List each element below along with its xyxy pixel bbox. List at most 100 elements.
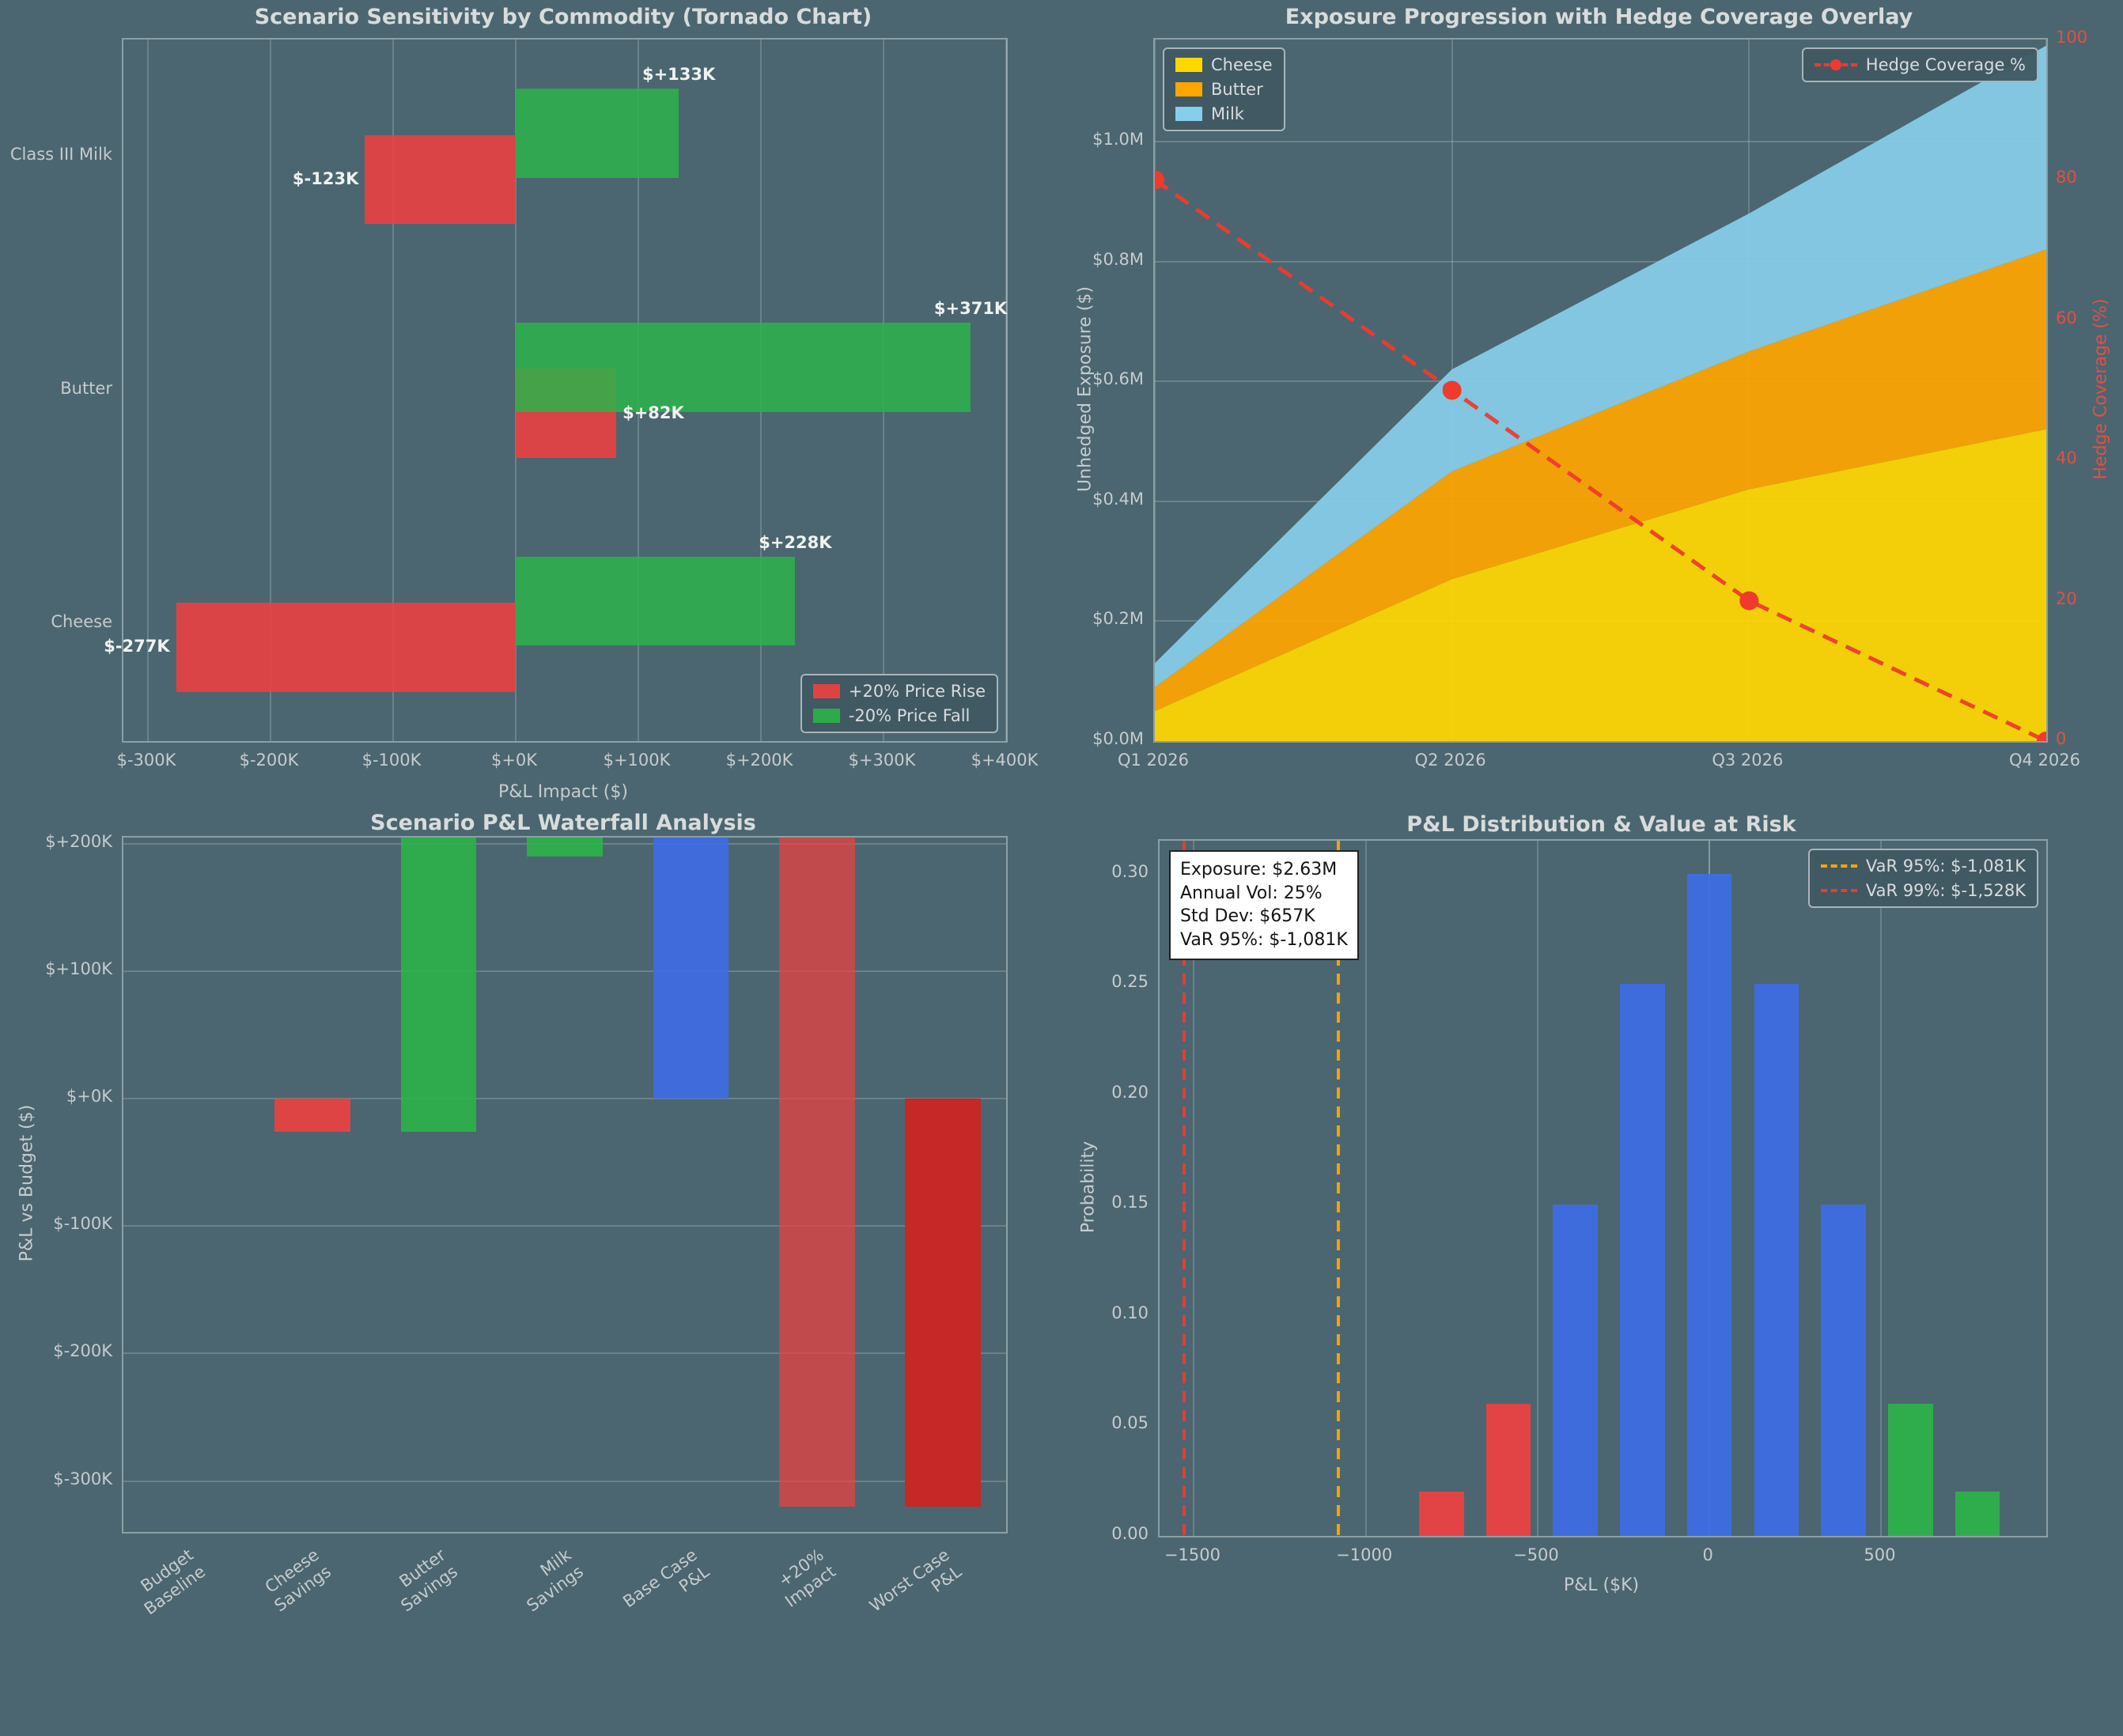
- y-tick-label: $+100K: [45, 959, 112, 979]
- bar-value-label: $+228K: [759, 532, 832, 552]
- plot-area: [122, 836, 1008, 1534]
- info-line: Std Dev: $657K: [1180, 906, 1315, 927]
- legend-swatch: [812, 709, 840, 723]
- y-tick-label: $0.4M: [1092, 489, 1144, 509]
- tornado-legend: +20% Price Rise -20% Price Fall: [800, 674, 998, 733]
- risk-metrics-box: Exposure: $2.63M Annual Vol: 25% Std Dev: …: [1169, 850, 1359, 960]
- gridline: [1880, 841, 1883, 1536]
- bar-value-label: $+133K: [641, 65, 716, 85]
- legend-swatch: [1175, 82, 1202, 96]
- var-chart-title: P&L Distribution & Value at Risk: [1406, 812, 1796, 837]
- y-axis-label: Unhedged Exposure ($): [1075, 286, 1096, 492]
- legend-item: Butter: [1175, 80, 1273, 99]
- tornado-bar-price-fall: [516, 322, 971, 412]
- right-tick-label: 40: [2056, 448, 2077, 468]
- legend-label: +20% Price Rise: [848, 682, 986, 701]
- legend-swatch: [1175, 58, 1202, 72]
- histogram-bar: [1955, 1492, 2000, 1536]
- legend-label: Butter: [1211, 80, 1263, 99]
- histogram-bar: [1888, 1403, 1933, 1536]
- histogram-bar: [1485, 1403, 1531, 1536]
- waterfall-bar: [274, 1099, 350, 1133]
- legend-label: VaR 95%: $-1,081K: [1865, 857, 2026, 876]
- bar-value-label: $+371K: [933, 298, 1008, 318]
- right-tick-label: 80: [2056, 168, 2077, 187]
- x-category-label: +20% Impact: [598, 1545, 840, 1736]
- histogram-bar: [1821, 1205, 1866, 1536]
- y-tick-label: $0.2M: [1092, 609, 1144, 629]
- panel-var-chart: P&L Distribution & Value at Risk Exposur…: [1062, 812, 2123, 1646]
- info-line: Exposure: $2.63M: [1180, 860, 1338, 879]
- bar-value-label: $-123K: [292, 169, 359, 189]
- waterfall-bar: [779, 838, 855, 1507]
- y-tick-label: $-300K: [53, 1469, 112, 1488]
- gridline: [1364, 841, 1367, 1536]
- y-tick-label: $1.0M: [1092, 129, 1144, 149]
- x-category-label: Butter Savings: [219, 1545, 461, 1736]
- tornado-bar-price-fall: [516, 556, 796, 646]
- marker-dot: [1830, 59, 1841, 70]
- gridline: [123, 1352, 1006, 1355]
- x-category-label: Worst Case P&L: [724, 1545, 966, 1736]
- x-tick-label: $-300K: [116, 751, 176, 770]
- var-legend: VaR 95%: $-1,081K VaR 99%: $-1,528K: [1807, 849, 2038, 908]
- legend-label: -20% Price Fall: [848, 706, 971, 725]
- x-tick-label: 500: [1864, 1545, 1896, 1564]
- right-tick-label: 60: [2056, 308, 2077, 327]
- gridline: [123, 1098, 1006, 1100]
- legend-item: Cheese: [1175, 55, 1273, 74]
- legend-item: -20% Price Fall: [812, 706, 986, 725]
- x-tick-label: −1000: [1336, 1545, 1393, 1564]
- x-tick-label: Q3 2026: [1712, 751, 1784, 770]
- y-axis-label: Probability: [1078, 1140, 1099, 1233]
- exposure-chart-title: Exposure Progression with Hedge Coverage…: [1285, 5, 1913, 29]
- legend-label: Hedge Coverage %: [1865, 55, 2026, 74]
- x-tick-label: Q2 2026: [1414, 751, 1486, 770]
- x-category-label: Milk Savings: [346, 1545, 588, 1736]
- gridline: [147, 40, 149, 741]
- hedge-legend: Hedge Coverage %: [1801, 47, 2038, 82]
- legend-item: VaR 95%: $-1,081K: [1820, 857, 2026, 876]
- tornado-bar-price-rise: [176, 603, 516, 692]
- x-tick-label: 0: [1702, 1545, 1713, 1564]
- histogram-bar: [1620, 984, 1665, 1536]
- risk-dashboard-figure: Scenario Sensitivity by Commodity (Torna…: [0, 0, 2123, 1646]
- x-tick-label: Q1 2026: [1117, 751, 1190, 770]
- x-tick-label: $+400K: [971, 751, 1039, 770]
- waterfall-chart-title: Scenario P&L Waterfall Analysis: [370, 811, 756, 835]
- gridline: [270, 40, 271, 741]
- y-tick-label: 0.10: [1111, 1303, 1149, 1322]
- bar-value-label: $-277K: [104, 637, 170, 656]
- legend-item: VaR 99%: $-1,528K: [1820, 881, 2026, 900]
- x-category-label: Cheese Savings: [93, 1545, 335, 1736]
- right-tick-label: 20: [2056, 588, 2077, 608]
- right-y-axis-label: Hedge Coverage (%): [2091, 297, 2111, 480]
- info-line: VaR 95%: $-1,081K: [1180, 930, 1348, 951]
- legend-swatch: [1175, 107, 1202, 121]
- x-tick-label: $+300K: [848, 751, 916, 770]
- x-tick-label: $-200K: [239, 751, 299, 770]
- tornado-bar-price-rise: [365, 134, 516, 225]
- x-axis-label: P&L ($K): [1563, 1575, 1640, 1595]
- x-tick-label: $+200K: [725, 751, 793, 770]
- gridline: [1155, 40, 1156, 741]
- x-axis-label: P&L Impact ($): [498, 782, 628, 802]
- legend-swatch: [812, 684, 840, 698]
- y-axis-label: P&L vs Budget ($): [17, 1104, 37, 1262]
- waterfall-bar: [905, 1099, 982, 1507]
- panel-exposure-chart: Exposure Progression with Hedge Coverage…: [1062, 0, 2123, 823]
- y-tick-label: $+0K: [66, 1087, 112, 1106]
- waterfall-bar: [400, 838, 477, 1133]
- waterfall-bar: [527, 838, 603, 857]
- y-tick-label: 0.05: [1111, 1413, 1149, 1433]
- y-tick-label: 0.30: [1111, 861, 1149, 881]
- plot-area: $+133K $-123K $+371K $+82K $+228K $-277K +20% …: [104, 38, 1008, 743]
- panel-tornado-chart: Scenario Sensitivity by Commodity (Torna…: [0, 0, 1062, 823]
- plot-area: Cheese Butter Milk Hedge Coverage %: [1153, 38, 2048, 743]
- info-line: Annual Vol: 25%: [1180, 883, 1323, 903]
- gridline: [1536, 841, 1538, 1536]
- gridline: [123, 970, 1006, 973]
- legend-label: VaR 99%: $-1,528K: [1865, 881, 2026, 900]
- legend-item: Milk: [1175, 104, 1273, 123]
- hedge-line-icon: [1814, 59, 1857, 71]
